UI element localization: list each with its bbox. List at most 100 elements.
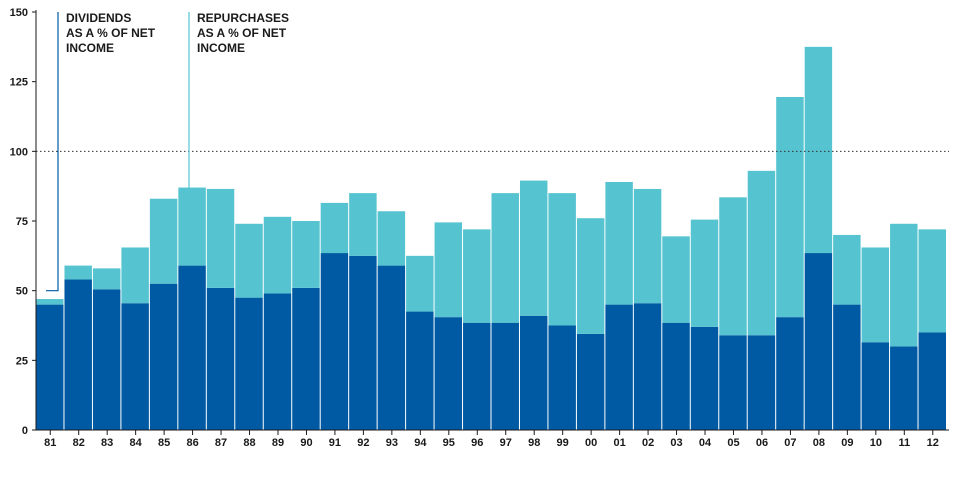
bar-dividends-02: [633, 303, 662, 430]
bar-repurchases-00: [576, 218, 605, 334]
x-tick-label: 81: [44, 437, 56, 449]
x-tick-label: 83: [101, 437, 113, 449]
bar-repurchases-91: [320, 202, 349, 254]
bar-repurchases-06: [747, 170, 776, 336]
bar-dividends-88: [235, 297, 263, 430]
bar-repurchases-08: [804, 46, 833, 254]
x-tick-label: 10: [870, 437, 882, 449]
bar-dividends-99: [548, 325, 576, 430]
bar-dividends-00: [576, 333, 605, 430]
x-tick-label: 02: [642, 437, 654, 449]
bar-repurchases-96: [463, 229, 491, 323]
bar-repurchases-83: [92, 268, 121, 290]
bar-dividends-89: [263, 293, 292, 430]
bar-repurchases-88: [235, 223, 263, 298]
bar-dividends-95: [434, 317, 463, 430]
bar-repurchases-05: [719, 197, 747, 336]
y-tick-label: 125: [10, 77, 28, 89]
x-tick-label: 96: [471, 437, 483, 449]
x-tick-label: 95: [443, 437, 455, 449]
y-tick-label: 75: [16, 216, 28, 228]
x-tick-label: 06: [756, 437, 768, 449]
x-tick-label: 92: [357, 437, 369, 449]
bar-dividends-82: [64, 279, 92, 430]
bar-repurchases-07: [776, 96, 804, 318]
bar-dividends-83: [92, 289, 121, 430]
x-tick-label: 98: [528, 437, 540, 449]
annotation-label-repurchases: REPURCHASES AS A % OF NET INCOME: [197, 11, 289, 55]
bar-repurchases-94: [406, 255, 434, 312]
bar-repurchases-87: [206, 188, 235, 288]
y-tick-label: 50: [16, 286, 28, 298]
bar-dividends-91: [320, 253, 349, 430]
bar-dividends-01: [605, 304, 633, 430]
x-tick-label: 12: [927, 437, 939, 449]
bar-repurchases-85: [149, 198, 178, 284]
bar-repurchases-84: [121, 247, 149, 304]
bar-repurchases-11: [890, 223, 918, 347]
bar-dividends-03: [662, 322, 690, 430]
bar-dividends-87: [206, 287, 235, 430]
bar-dividends-90: [292, 287, 320, 430]
bar-repurchases-12: [918, 229, 946, 333]
y-tick-label: 150: [10, 7, 28, 19]
x-tick-label: 82: [73, 437, 85, 449]
x-tick-label: 05: [727, 437, 739, 449]
bar-dividends-09: [833, 304, 861, 430]
x-tick-label: 07: [784, 437, 796, 449]
bar-repurchases-98: [519, 180, 548, 316]
bar-repurchases-92: [349, 193, 377, 256]
x-tick-label: 89: [272, 437, 284, 449]
x-tick-label: 11: [898, 437, 910, 449]
bar-dividends-96: [463, 322, 491, 430]
bar-dividends-10: [861, 342, 890, 430]
bar-dividends-07: [776, 317, 804, 430]
bar-repurchases-97: [491, 193, 519, 323]
bar-dividends-06: [747, 335, 776, 430]
x-tick-label: 85: [158, 437, 170, 449]
bar-dividends-12: [918, 332, 946, 430]
bar-repurchases-10: [861, 247, 890, 343]
x-tick-label: 97: [500, 437, 512, 449]
x-tick-label: 08: [813, 437, 825, 449]
x-tick-label: 86: [186, 437, 198, 449]
bar-dividends-84: [121, 303, 149, 430]
axes-layer: 0 25 50 75 100 125 150 81 82 83 84 85 86 87 88 89 90 91 92…: [10, 7, 949, 449]
x-tick-label: 90: [300, 437, 312, 449]
bar-dividends-05: [719, 335, 747, 430]
y-tick-label: 25: [16, 355, 28, 367]
bar-repurchases-02: [633, 188, 662, 304]
x-tick-label: 00: [585, 437, 597, 449]
bar-repurchases-93: [377, 211, 406, 266]
bar-repurchases-86: [178, 187, 206, 266]
bar-repurchases-04: [690, 219, 719, 327]
y-tick-label: 0: [22, 425, 28, 437]
x-tick-label: 84: [130, 437, 143, 449]
bar-repurchases-09: [833, 234, 861, 305]
bar-repurchases-95: [434, 222, 463, 318]
annotation-leader-dividends: [46, 12, 59, 292]
bar-dividends-11: [890, 346, 918, 430]
bar-repurchases-81: [36, 299, 64, 305]
bar-repurchases-03: [662, 236, 690, 323]
x-tick-label: 87: [215, 437, 227, 449]
bar-dividends-04: [690, 326, 719, 430]
x-tick-label: 94: [414, 437, 427, 449]
bar-repurchases-99: [548, 193, 576, 326]
x-tick-label: 04: [699, 437, 712, 449]
x-tick-label: 91: [329, 437, 341, 449]
bar-repurchases-90: [292, 221, 320, 288]
bar-dividends-85: [149, 283, 178, 430]
x-tick-label: 01: [613, 437, 625, 449]
x-tick-label: 88: [243, 437, 255, 449]
bar-repurchases-01: [605, 181, 633, 305]
x-tick-label: 93: [386, 437, 398, 449]
bar-dividends-94: [406, 311, 434, 430]
x-tick-label: 99: [557, 437, 569, 449]
bar-dividends-98: [519, 315, 548, 430]
x-tick-label: 03: [670, 437, 682, 449]
y-tick-label: 100: [10, 146, 28, 158]
bar-dividends-86: [178, 265, 206, 430]
